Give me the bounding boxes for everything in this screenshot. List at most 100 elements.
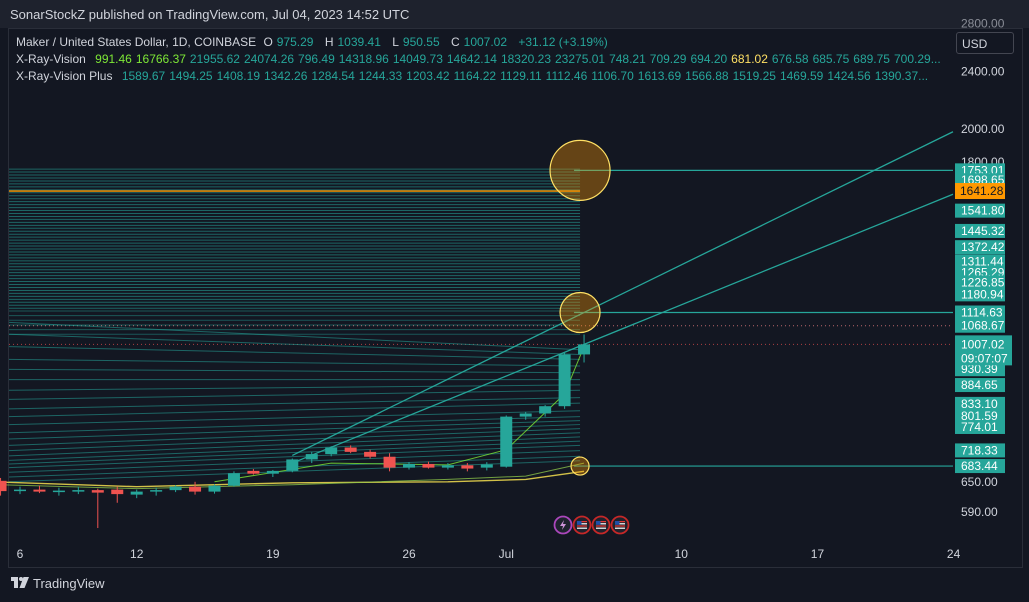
time-tick-label: 17 bbox=[811, 547, 825, 561]
indicator-value: 1164.22 bbox=[453, 69, 497, 83]
flag-stripe bbox=[577, 527, 587, 529]
footer: TradingView bbox=[0, 570, 1029, 602]
candle-body bbox=[130, 491, 143, 495]
candle bbox=[52, 487, 65, 496]
publisher-text: SonarStockZ published on TradingView.com… bbox=[10, 7, 410, 22]
indicator-value: 676.58 bbox=[771, 52, 809, 66]
candle-body bbox=[461, 465, 474, 469]
candle-body bbox=[480, 464, 493, 468]
indicator-value: 16766.37 bbox=[135, 52, 186, 66]
price-level-label: 1372.42 bbox=[961, 240, 1005, 254]
candle-body bbox=[305, 454, 318, 460]
indicator-value: 1390.37... bbox=[874, 69, 929, 83]
indicator-value: 1129.11 bbox=[500, 69, 542, 83]
flag-stripe bbox=[577, 525, 587, 527]
candle bbox=[325, 446, 338, 457]
time-tick-label: Jul bbox=[499, 547, 514, 561]
price-level-label: 683.44 bbox=[961, 459, 998, 473]
candle-body bbox=[539, 406, 552, 414]
flag-canton bbox=[596, 521, 601, 525]
currency-button[interactable]: USD bbox=[956, 32, 1014, 54]
flag-stripe bbox=[615, 525, 625, 527]
candle-body bbox=[91, 490, 104, 493]
chart-pane[interactable] bbox=[8, 28, 1023, 568]
indicator-value: 1613.69 bbox=[637, 69, 682, 83]
price-level-label: 1114.63 bbox=[961, 305, 1003, 319]
indicator-value: 23275.01 bbox=[555, 52, 606, 66]
indicator-value: 18320.23 bbox=[500, 52, 551, 66]
candle bbox=[461, 463, 474, 472]
ohlc-open: O 975.29 bbox=[263, 35, 314, 49]
price-label-badge bbox=[955, 223, 1005, 238]
symbol-description[interactable]: Maker / United States Dollar, 1D, COINBA… bbox=[16, 35, 257, 49]
ohlc-high: H 1039.41 bbox=[324, 35, 381, 49]
legend-indicator-xray[interactable]: X-Ray-Vision 991.46 16766.37 21955.62 24074… bbox=[16, 51, 945, 68]
candle-body bbox=[325, 447, 338, 455]
candle-body bbox=[0, 480, 7, 492]
event-icon-ring bbox=[572, 515, 592, 535]
candle bbox=[72, 486, 85, 495]
candle bbox=[130, 489, 143, 499]
annotation-circle bbox=[559, 291, 601, 334]
legend-indicator-xray-plus[interactable]: X-Ray-Vision Plus 1589.67 1494.25 1408.19 1… bbox=[16, 68, 945, 85]
candle-body bbox=[266, 470, 279, 474]
price-level-label: 718.33 bbox=[961, 443, 998, 457]
candle bbox=[422, 461, 435, 469]
indicator-value: 1494.25 bbox=[169, 69, 213, 83]
flag-canton bbox=[577, 521, 582, 525]
level-lines bbox=[9, 168, 953, 467]
fan-line bbox=[8, 402, 581, 418]
price-label-badge bbox=[955, 459, 1005, 474]
indicator-name: X-Ray-Vision bbox=[16, 52, 86, 66]
indicator-value: 1408.19 bbox=[216, 69, 260, 83]
time-tick-label: 19 bbox=[266, 547, 280, 561]
ohlc-close: C 1007.02 bbox=[450, 35, 508, 49]
candle bbox=[150, 487, 163, 496]
time-tick-label: 6 bbox=[17, 547, 24, 561]
candle bbox=[383, 453, 396, 472]
chart-legend: Maker / United States Dollar, 1D, COINBA… bbox=[16, 34, 945, 85]
indicator-value: 1342.26 bbox=[264, 69, 308, 83]
candle bbox=[266, 469, 279, 478]
lightning-icon bbox=[553, 515, 573, 535]
flag-stripe bbox=[615, 521, 625, 523]
indicator-value: 1112.46 bbox=[545, 69, 588, 83]
candle bbox=[364, 449, 377, 459]
moving-average-line bbox=[0, 462, 585, 490]
fan-line bbox=[8, 424, 581, 446]
candle bbox=[500, 415, 513, 468]
candle-body bbox=[286, 459, 299, 471]
price-level-label: 1541.80 bbox=[961, 204, 1005, 218]
price-label-badge bbox=[955, 362, 1005, 377]
time-tick-label: 10 bbox=[675, 547, 689, 561]
price-label-badge bbox=[955, 419, 1005, 434]
fan-line bbox=[8, 432, 581, 457]
us-flag-icon bbox=[610, 515, 630, 535]
price-level-label: 884.65 bbox=[961, 378, 998, 392]
fan-line bbox=[8, 333, 581, 356]
price-tick-label: 650.00 bbox=[961, 475, 998, 489]
indicator-value: 709.29 bbox=[649, 52, 687, 66]
fan-line bbox=[8, 428, 581, 452]
price-tick-label: 2000.00 bbox=[961, 122, 1005, 136]
ohlc-low: L 950.55 bbox=[392, 35, 440, 49]
indicator-value: 1589.67 bbox=[121, 69, 166, 83]
price-axis: 2400.002000.001800.00650.00590.002800.00… bbox=[955, 16, 1012, 519]
price-tick-label: 2400.00 bbox=[961, 65, 1005, 79]
price-label-badge bbox=[955, 275, 1005, 290]
event-icon-ring bbox=[610, 515, 630, 535]
indicator-value: 1566.88 bbox=[685, 69, 729, 83]
indicator-value: 1424.56 bbox=[827, 69, 871, 83]
flag-stripe bbox=[596, 521, 606, 523]
fan-line bbox=[8, 397, 581, 410]
flag-stripe bbox=[577, 521, 587, 523]
candle-body bbox=[14, 489, 26, 492]
projection-ray bbox=[292, 131, 954, 456]
candle bbox=[539, 405, 552, 417]
price-level-label: 1311.44 bbox=[961, 254, 1004, 268]
candle-body bbox=[227, 473, 240, 486]
candle-body bbox=[189, 486, 202, 492]
price-label-badge bbox=[955, 254, 1005, 269]
indicator-name: X-Ray-Vision Plus bbox=[16, 69, 113, 83]
